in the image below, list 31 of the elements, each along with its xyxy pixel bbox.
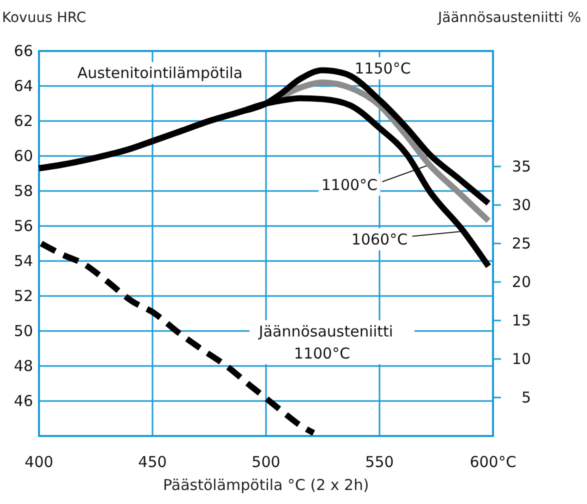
y2-axis-title: Jäännösausteniitti % xyxy=(436,10,581,26)
x-tick-label: 550 xyxy=(365,453,394,471)
x-tick-label: 600°C xyxy=(470,453,516,471)
y2-tick-label: 35 xyxy=(512,158,531,176)
y2-tick-label: 30 xyxy=(512,196,531,214)
y-tick-label: 46 xyxy=(14,392,33,410)
y-tick-label: 62 xyxy=(14,112,33,130)
y-tick-label: 52 xyxy=(14,287,33,305)
x-tick-label: 450 xyxy=(138,453,167,471)
x-axis-title: Päästölämpötila °C (2 x 2h) xyxy=(163,476,369,494)
y2-tick-label: 15 xyxy=(512,312,531,330)
annotation: 1100°C xyxy=(321,176,378,194)
y-axis-title: Kovuus HRC xyxy=(2,10,86,26)
text: 1060°C xyxy=(351,230,408,248)
y-tick-label: 50 xyxy=(14,322,33,340)
y2-tick-label: 25 xyxy=(512,234,531,252)
y2-tick-label: 5 xyxy=(521,388,531,406)
x-tick-label: 400 xyxy=(24,453,54,471)
y-tick-label: 66 xyxy=(14,42,33,60)
y-tick-label: 56 xyxy=(14,217,33,235)
y2-tick-label: 10 xyxy=(512,350,531,368)
y-tick-label: 48 xyxy=(14,357,33,375)
y-tick-label: 54 xyxy=(14,252,33,270)
x-tick-label: 500 xyxy=(252,453,280,471)
y-tick-label: 64 xyxy=(14,77,33,95)
series-label: 1150°C xyxy=(354,60,411,78)
y-tick-label: 58 xyxy=(14,182,33,200)
y-tick-label: 60 xyxy=(14,147,33,165)
annotation: Austenitointilämpötila xyxy=(77,64,243,82)
y2-tick-label: 20 xyxy=(512,273,531,291)
series-label: Jäännösausteniitti 1100°C xyxy=(258,322,394,363)
